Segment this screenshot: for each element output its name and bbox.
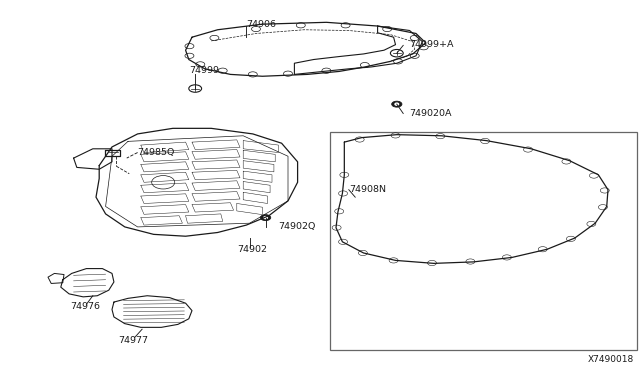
Text: 74999: 74999 [189,66,219,75]
Text: 74902Q: 74902Q [278,222,316,231]
Circle shape [264,217,268,219]
Text: 74985Q: 74985Q [138,148,175,157]
Circle shape [392,101,402,107]
Text: 74999+A: 74999+A [410,40,454,49]
Text: 74908N: 74908N [349,185,386,194]
Text: 74977: 74977 [118,336,148,345]
Text: 74906: 74906 [246,20,276,29]
Text: X7490018: X7490018 [588,355,634,364]
Text: 74976: 74976 [70,302,100,311]
Text: 74902: 74902 [237,245,267,254]
Text: 749020A: 749020A [410,109,452,118]
Circle shape [395,103,399,105]
Bar [330,132,637,350]
Circle shape [260,215,271,221]
